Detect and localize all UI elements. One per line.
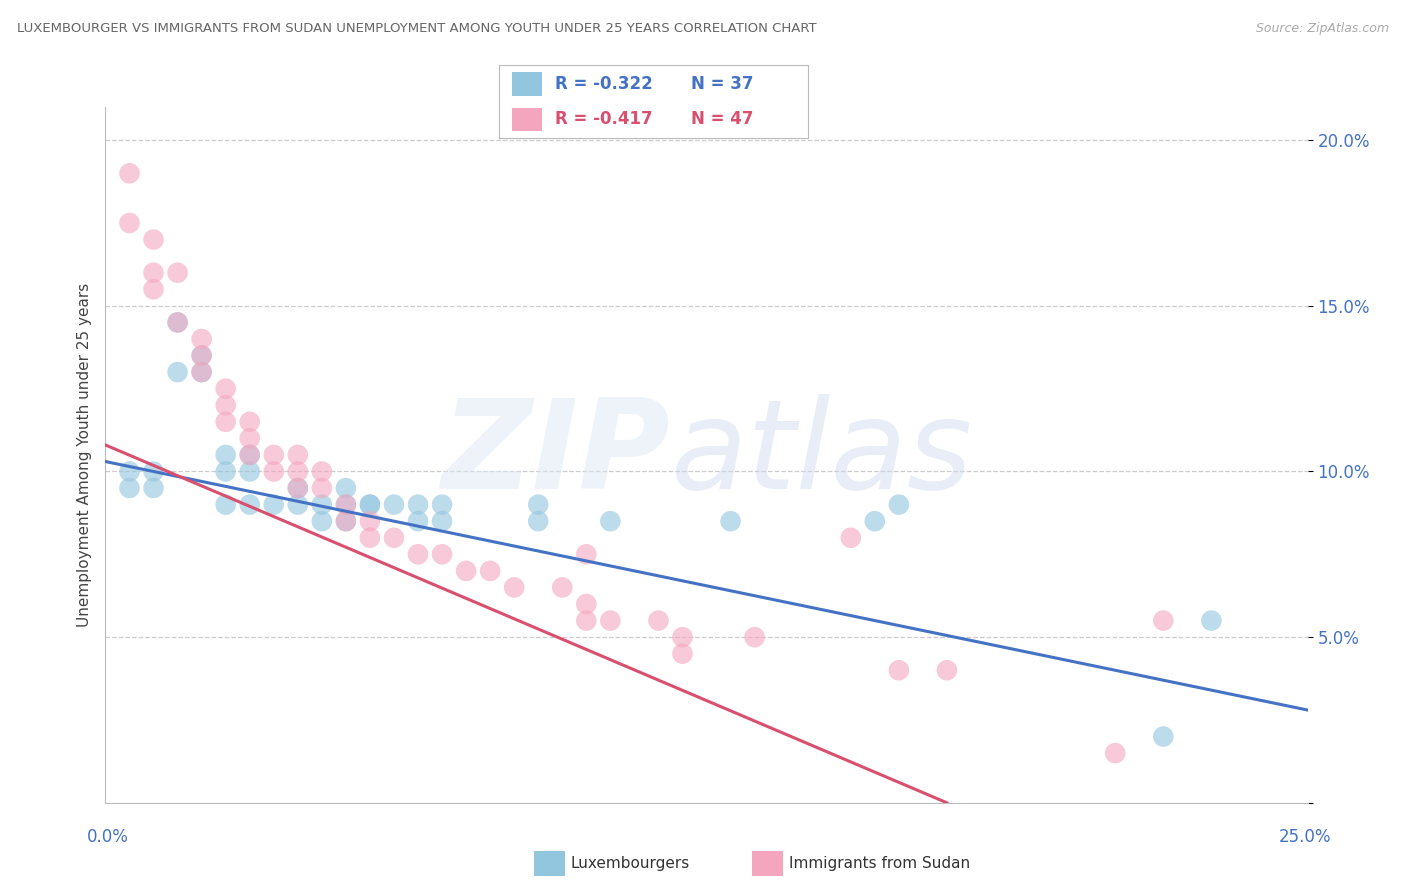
Point	[551, 581, 574, 595]
Point	[118, 216, 141, 230]
Point	[239, 415, 262, 429]
Point	[214, 465, 236, 479]
Point	[166, 365, 188, 379]
Point	[382, 531, 405, 545]
Point	[190, 349, 212, 363]
Point	[214, 415, 236, 429]
Point	[311, 514, 333, 528]
Point	[720, 514, 742, 528]
Point	[406, 547, 429, 561]
Bar	[512, 72, 543, 95]
Point	[359, 531, 381, 545]
Point	[287, 481, 309, 495]
Point	[142, 266, 165, 280]
Point	[887, 663, 910, 677]
Text: R = -0.322: R = -0.322	[555, 75, 652, 93]
Point	[335, 498, 357, 512]
Point	[118, 166, 141, 180]
Text: 25.0%: 25.0%	[1278, 828, 1331, 846]
Point	[239, 431, 262, 445]
Point	[166, 266, 188, 280]
Point	[263, 448, 285, 462]
Point	[166, 315, 188, 329]
Point	[359, 514, 381, 528]
Point	[263, 465, 285, 479]
Point	[647, 614, 669, 628]
Point	[142, 481, 165, 495]
Text: N = 47: N = 47	[690, 111, 754, 128]
Point	[335, 514, 357, 528]
Point	[166, 315, 188, 329]
Point	[335, 514, 357, 528]
Point	[479, 564, 502, 578]
Point	[1201, 614, 1223, 628]
Point	[287, 481, 309, 495]
Point	[263, 498, 285, 512]
Point	[1152, 614, 1174, 628]
Point	[287, 448, 309, 462]
Point	[359, 498, 381, 512]
Point	[239, 465, 262, 479]
Point	[744, 630, 766, 644]
Point	[382, 498, 405, 512]
Text: ZIP: ZIP	[441, 394, 671, 516]
Point	[406, 498, 429, 512]
Point	[214, 382, 236, 396]
Point	[575, 614, 598, 628]
Point	[239, 448, 262, 462]
Point	[214, 398, 236, 412]
Text: Source: ZipAtlas.com: Source: ZipAtlas.com	[1256, 22, 1389, 36]
Point	[311, 498, 333, 512]
Point	[527, 514, 550, 528]
Text: Luxembourgers: Luxembourgers	[571, 856, 690, 871]
Text: N = 37: N = 37	[690, 75, 754, 93]
Point	[527, 498, 550, 512]
Point	[503, 581, 526, 595]
Point	[214, 448, 236, 462]
Text: atlas: atlas	[671, 394, 973, 516]
Point	[214, 498, 236, 512]
Point	[287, 465, 309, 479]
Point	[599, 614, 621, 628]
Point	[239, 448, 262, 462]
Point	[1104, 746, 1126, 760]
Point	[575, 597, 598, 611]
Point	[190, 365, 212, 379]
Point	[671, 630, 693, 644]
Point	[936, 663, 959, 677]
Text: R = -0.417: R = -0.417	[555, 111, 652, 128]
Point	[575, 547, 598, 561]
Point	[118, 481, 141, 495]
Point	[190, 349, 212, 363]
Point	[359, 498, 381, 512]
Point	[142, 282, 165, 296]
Point	[142, 465, 165, 479]
Point	[311, 481, 333, 495]
Point	[454, 564, 477, 578]
Point	[190, 365, 212, 379]
Bar	[512, 108, 543, 131]
Point	[406, 514, 429, 528]
Point	[430, 498, 453, 512]
Point	[118, 465, 141, 479]
Point	[335, 481, 357, 495]
Point	[287, 498, 309, 512]
Point	[190, 332, 212, 346]
Text: 0.0%: 0.0%	[87, 828, 129, 846]
Point	[142, 233, 165, 247]
Point	[311, 465, 333, 479]
Point	[1152, 730, 1174, 744]
Point	[863, 514, 886, 528]
Point	[430, 514, 453, 528]
Text: LUXEMBOURGER VS IMMIGRANTS FROM SUDAN UNEMPLOYMENT AMONG YOUTH UNDER 25 YEARS CO: LUXEMBOURGER VS IMMIGRANTS FROM SUDAN UN…	[17, 22, 817, 36]
Point	[335, 498, 357, 512]
Point	[839, 531, 862, 545]
Point	[887, 498, 910, 512]
Point	[671, 647, 693, 661]
Point	[239, 498, 262, 512]
Point	[599, 514, 621, 528]
Point	[430, 547, 453, 561]
Y-axis label: Unemployment Among Youth under 25 years: Unemployment Among Youth under 25 years	[76, 283, 91, 627]
Text: Immigrants from Sudan: Immigrants from Sudan	[789, 856, 970, 871]
